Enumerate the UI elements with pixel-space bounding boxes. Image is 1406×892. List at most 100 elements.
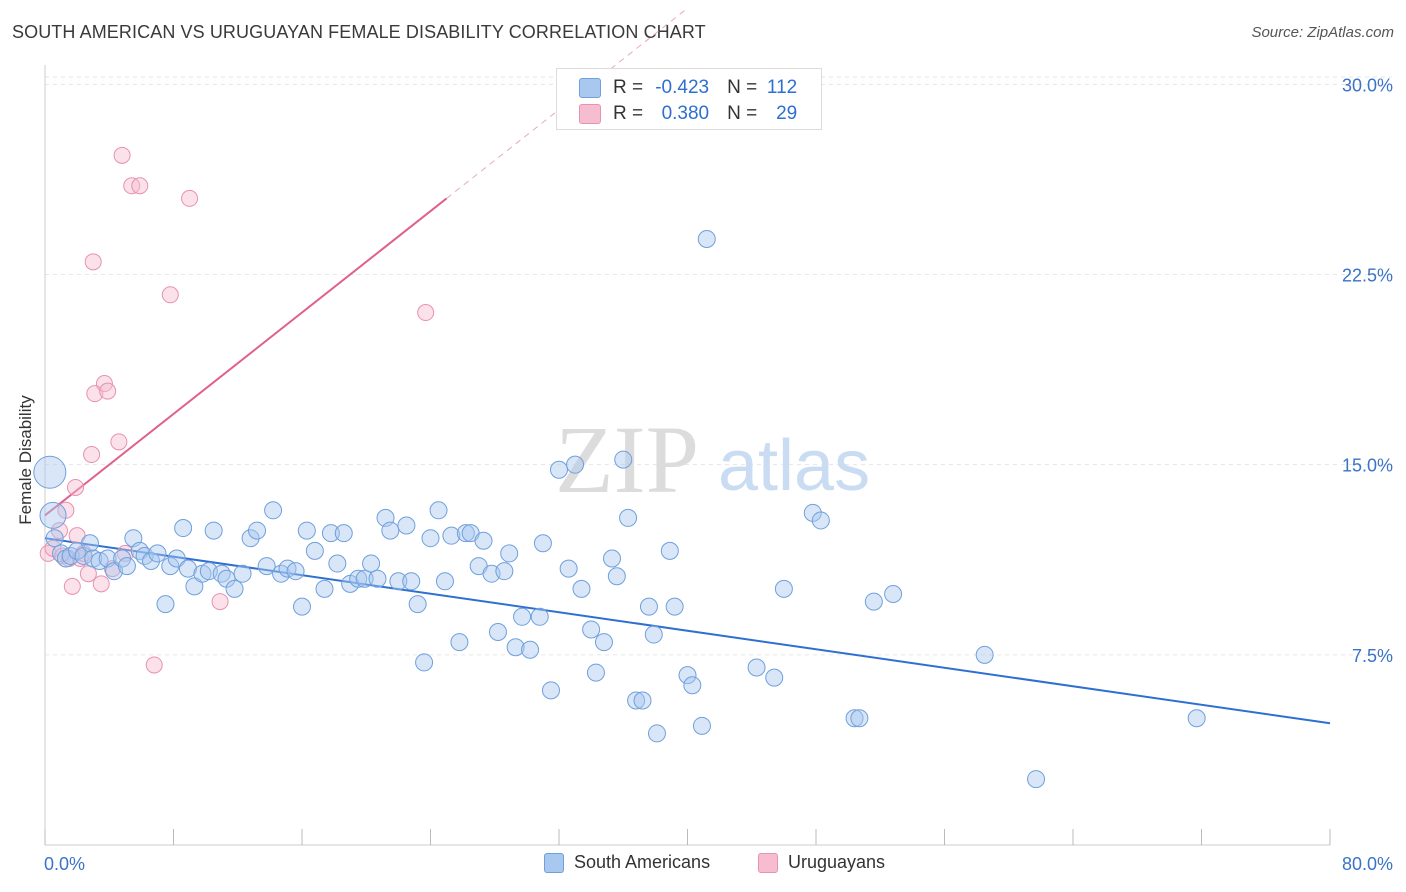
south-americans-point (850, 709, 869, 728)
south-americans-point (355, 569, 374, 588)
uruguayans-point (68, 527, 86, 545)
south-americans-point (389, 572, 408, 591)
uruguayans-point (181, 189, 199, 207)
bottom-legend: South Americans Uruguayans (0, 852, 1406, 878)
south-americans-point (488, 623, 507, 642)
south-americans-point (225, 579, 244, 598)
pink-swatch (579, 104, 601, 124)
uruguayans-point (145, 656, 163, 674)
south-americans-point (500, 544, 519, 563)
chart-title: SOUTH AMERICAN VS URUGUAYAN FEMALE DISAB… (12, 22, 706, 42)
south-americans-point (697, 229, 716, 248)
south-americans-point (257, 557, 276, 576)
legend-item-uruguayans[interactable]: Uruguayans (758, 852, 885, 873)
n-value: 29 (776, 103, 798, 124)
uruguayans-point (63, 577, 81, 595)
uruguayans-point (211, 593, 229, 611)
south-americans-point (156, 595, 175, 614)
south-americans-point (644, 625, 663, 644)
south-americans-point (513, 607, 532, 626)
uruguayans-point (84, 253, 102, 271)
south-americans-point (533, 534, 552, 553)
uruguayans-point (99, 382, 117, 400)
south-americans-point (33, 455, 67, 489)
south-americans-point (321, 524, 340, 543)
south-americans-point (117, 557, 136, 576)
south-americans-point (747, 658, 766, 677)
south-americans-point (174, 519, 193, 538)
legend-item-south-americans[interactable]: South Americans (544, 852, 710, 873)
south-americans-point (660, 541, 679, 560)
n-label: N = (727, 77, 758, 98)
south-americans-point (811, 511, 830, 530)
watermark-zip: ZIP (555, 406, 699, 513)
south-americans-point (506, 638, 525, 657)
south-americans-point (408, 595, 427, 614)
south-americans-point (450, 633, 469, 652)
legend-label: Uruguayans (788, 852, 886, 872)
south-americans-point (421, 529, 440, 548)
south-americans-point (293, 597, 311, 616)
y-tick-label: 7.5% (1352, 646, 1393, 666)
uruguayans-point (113, 146, 131, 164)
south-americans-point (241, 529, 260, 548)
south-americans-point (572, 579, 591, 598)
south-americans-point (204, 521, 223, 540)
r-value: -0.423 (655, 77, 710, 98)
uruguayans-point (417, 304, 435, 322)
south-americans-point (286, 562, 305, 581)
south-americans-point (530, 607, 549, 626)
inset-legend: R = -0.423 N = 112 R = 0.380 N = 29 (556, 68, 822, 130)
y-tick-label: 15.0% (1342, 456, 1393, 476)
uruguayans-point (131, 177, 149, 195)
south-americans-point (474, 531, 493, 550)
uruguayans-point (92, 575, 110, 593)
south-americans-points (33, 229, 1206, 789)
uruguayans-point (67, 478, 85, 496)
south-americans-trend-line (44, 537, 1331, 725)
source-credit: Source: ZipAtlas.com (1251, 24, 1394, 41)
uruguayans-trend-extension (446, 7, 688, 199)
south-americans-point (130, 541, 149, 560)
south-americans-point (1187, 709, 1206, 728)
legend-row-uruguayans: R = 0.380 N = 29 (579, 102, 797, 126)
south-americans-point (566, 455, 585, 474)
south-americans-point (212, 564, 231, 583)
uruguayans-point (79, 565, 97, 583)
south-americans-point (594, 633, 613, 652)
south-americans-point (665, 597, 684, 616)
uruguayans-point (161, 286, 179, 304)
n-label: N = (727, 103, 758, 124)
south-americans-point (305, 541, 324, 560)
south-americans-point (678, 666, 697, 685)
south-americans-point (381, 521, 400, 540)
south-americans-point (521, 640, 540, 659)
south-americans-point (80, 534, 99, 553)
south-americans-point (633, 691, 652, 710)
south-americans-point (233, 564, 252, 583)
south-americans-point (39, 501, 67, 529)
south-americans-point (315, 579, 334, 598)
south-americans-point (185, 577, 204, 596)
axes (44, 65, 1331, 846)
uruguayans-point (116, 544, 134, 562)
south-americans-point (647, 724, 666, 743)
south-americans-point (619, 508, 638, 527)
south-americans-point (148, 544, 167, 563)
tick-labels: 7.5% 15.0% 22.5% 30.0% 0.0% 80.0% (44, 75, 1393, 874)
x-tick-label: 0.0% (44, 854, 85, 874)
south-americans-point (559, 559, 578, 578)
uruguayans-point (39, 544, 57, 562)
south-americans-point (607, 567, 626, 586)
watermark-atlas: atlas (718, 426, 870, 506)
pink-swatch (758, 852, 778, 873)
south-americans-point (334, 524, 353, 543)
legend-row-south-americans: R = -0.423 N = 112 (579, 76, 797, 100)
south-americans-point (774, 579, 793, 598)
south-americans-point (495, 562, 514, 581)
south-americans-point (845, 709, 864, 728)
legend-label: South Americans (574, 852, 711, 872)
south-americans-point (368, 569, 387, 588)
uruguayans-trend-line (44, 197, 448, 517)
